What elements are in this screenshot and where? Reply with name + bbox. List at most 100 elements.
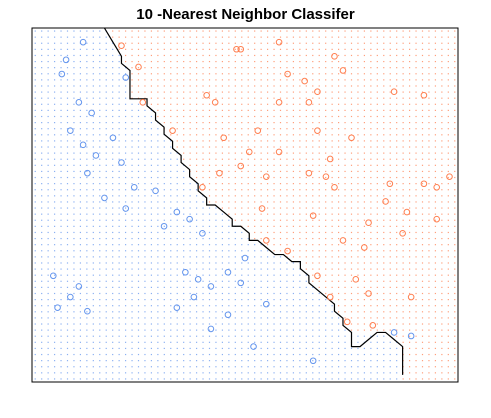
background-dot [266, 274, 269, 276]
background-dot [389, 347, 391, 350]
background-dot [454, 311, 456, 313]
background-dot [112, 280, 114, 282]
background-dot [176, 158, 178, 160]
background-dot [215, 311, 217, 313]
background-dot [189, 134, 191, 136]
background-dot [408, 305, 411, 307]
background-dot [331, 128, 333, 130]
background-dot [234, 219, 236, 221]
background-dot [286, 329, 288, 331]
background-dot [331, 170, 333, 173]
background-dot [408, 73, 411, 75]
background-dot [66, 189, 69, 191]
background-dot [79, 73, 82, 75]
background-dot [376, 237, 378, 240]
background-dot [221, 280, 224, 282]
background-dot [441, 109, 443, 111]
background-dot [247, 292, 249, 295]
background-dot [131, 360, 133, 362]
background-dot [273, 79, 275, 81]
background-dot [99, 103, 101, 105]
background-dot [183, 60, 185, 63]
background-dot [266, 237, 269, 240]
background-dot [137, 54, 140, 57]
background-dot [337, 48, 340, 50]
background-dot [402, 146, 404, 148]
background-dot [428, 109, 430, 111]
background-dot [312, 67, 314, 69]
background-dot [447, 42, 449, 44]
background-dot [60, 378, 62, 380]
background-dot [189, 292, 191, 295]
background-dot [60, 176, 62, 179]
background-dot [266, 42, 269, 44]
background-dot [124, 347, 127, 350]
background-dot [402, 225, 404, 227]
background-dot [428, 97, 430, 99]
background-dot [131, 299, 133, 301]
point-class-b [365, 290, 372, 297]
point-class-b [245, 148, 253, 156]
background-dot [34, 54, 36, 57]
background-dot [163, 48, 165, 50]
background-dot [105, 323, 107, 325]
background-dot [41, 366, 43, 368]
background-dot [34, 134, 36, 136]
background-dot [408, 158, 411, 160]
background-dot [170, 244, 172, 246]
background-dot [408, 219, 411, 221]
background-dot [447, 109, 449, 111]
background-dot [79, 268, 82, 270]
background-dot [376, 176, 378, 179]
background-dot [86, 323, 88, 325]
background-dot [266, 201, 269, 203]
background-dot [215, 195, 217, 197]
background-dot [331, 250, 333, 252]
background-dot [105, 164, 107, 166]
background-dot [428, 36, 430, 38]
background-dot [144, 353, 146, 356]
background-dot [415, 341, 417, 343]
background-dot [124, 170, 127, 173]
background-dot [41, 274, 43, 276]
background-dot [202, 262, 204, 264]
background-dot [241, 292, 243, 295]
background-dot [428, 73, 430, 75]
background-dot [202, 60, 204, 63]
background-dot [176, 201, 178, 203]
background-dot [447, 299, 449, 301]
background-dot [112, 207, 114, 209]
background-dot [105, 341, 107, 343]
background-dot [402, 250, 404, 252]
background-dot [434, 360, 437, 362]
background-dot [124, 341, 127, 343]
background-dot [279, 48, 282, 50]
background-dot [344, 67, 346, 69]
background-dot [279, 268, 282, 270]
background-dot [344, 85, 346, 87]
background-dot [105, 378, 107, 380]
background-dot [441, 317, 443, 319]
background-dot [428, 140, 430, 142]
background-dot [195, 176, 198, 179]
background-dot [408, 353, 411, 356]
background-dot [79, 311, 82, 313]
background-dot [208, 152, 211, 154]
background-dot [228, 152, 230, 154]
background-dot [195, 341, 198, 343]
background-dot [176, 225, 178, 227]
background-dot [273, 189, 275, 191]
background-dot [157, 103, 159, 105]
background-dot [215, 372, 217, 374]
background-dot [454, 195, 456, 197]
background-dot [221, 146, 224, 148]
background-dot [53, 262, 56, 264]
background-dot [105, 207, 107, 209]
background-dot [402, 67, 404, 69]
background-dot [234, 286, 236, 288]
background-dot [447, 219, 449, 221]
background-dot [208, 134, 211, 136]
background-dot [357, 109, 359, 111]
background-dot [331, 219, 333, 221]
point-class-a [75, 283, 83, 290]
